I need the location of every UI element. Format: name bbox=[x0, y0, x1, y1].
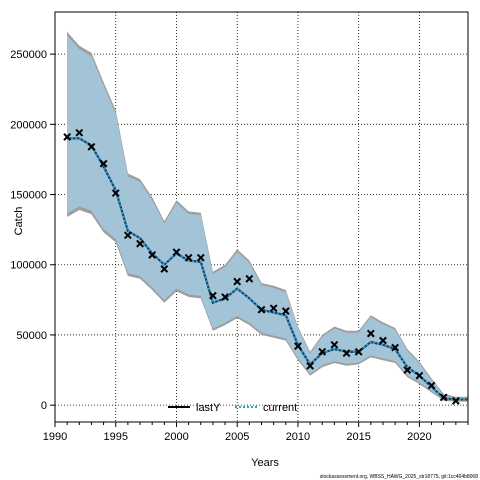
marker-stroke bbox=[330, 340, 339, 349]
marker-stroke bbox=[415, 371, 424, 380]
marker-stroke bbox=[123, 231, 132, 240]
observed-markers bbox=[63, 128, 460, 405]
x-tick-label: 2010 bbox=[286, 431, 310, 443]
marker-stroke bbox=[221, 293, 229, 301]
observed-marker bbox=[233, 277, 242, 286]
footnote: stockassessment.org, WBSS_HAWG_2025_str1… bbox=[320, 474, 478, 480]
observed-marker bbox=[269, 304, 278, 313]
marker-stroke bbox=[257, 305, 266, 314]
x-tick-label: 2005 bbox=[225, 431, 249, 443]
observed-marker bbox=[427, 381, 436, 390]
observed-marker bbox=[245, 274, 254, 283]
marker-stroke bbox=[294, 342, 302, 351]
observed-marker bbox=[379, 336, 387, 345]
observed-marker bbox=[136, 239, 144, 248]
y-tick-label: 0 bbox=[41, 400, 47, 412]
y-axis-title: Catch bbox=[13, 207, 25, 236]
marker-stroke bbox=[184, 253, 193, 262]
observed-marker bbox=[75, 128, 84, 137]
marker-stroke bbox=[209, 291, 217, 300]
observed-marker bbox=[439, 393, 448, 402]
observed-marker bbox=[99, 159, 108, 168]
y-tick-label: 100000 bbox=[10, 260, 47, 272]
marker-stroke bbox=[391, 343, 400, 352]
marker-stroke bbox=[233, 277, 242, 286]
observed-marker bbox=[257, 305, 266, 314]
x-axis: 1990 1995 2000 2005 2010 2015 2020 bbox=[43, 422, 469, 443]
marker-stroke bbox=[75, 128, 84, 137]
series-line-current-dots bbox=[67, 137, 468, 401]
series-lines bbox=[67, 137, 468, 401]
marker-stroke bbox=[439, 393, 448, 402]
marker-stroke bbox=[136, 239, 144, 248]
marker-stroke bbox=[245, 274, 254, 283]
observed-marker bbox=[196, 253, 205, 262]
observed-marker bbox=[63, 133, 72, 141]
x-axis-title: Years bbox=[251, 457, 279, 469]
marker-stroke bbox=[111, 189, 120, 198]
x-tick-label: 1995 bbox=[103, 431, 127, 443]
observed-marker bbox=[306, 361, 314, 370]
marker-stroke bbox=[196, 253, 205, 262]
observed-marker bbox=[87, 142, 96, 151]
y-tick-label: 250000 bbox=[10, 49, 47, 61]
marker-stroke bbox=[342, 349, 351, 358]
y-tick-label: 50000 bbox=[16, 330, 47, 342]
observed-marker bbox=[209, 291, 217, 300]
marker-stroke bbox=[354, 347, 363, 356]
y-tick-label: 200000 bbox=[10, 119, 47, 131]
observed-marker bbox=[294, 342, 302, 351]
marker-stroke bbox=[269, 304, 278, 313]
marker-stroke bbox=[379, 336, 387, 345]
x-tick-label: 2015 bbox=[346, 431, 370, 443]
observed-marker bbox=[160, 265, 169, 273]
observed-marker bbox=[221, 293, 229, 301]
marker-stroke bbox=[87, 142, 96, 151]
y-tick-label: 150000 bbox=[10, 190, 47, 202]
observed-marker bbox=[391, 343, 400, 352]
observed-marker bbox=[366, 329, 375, 338]
marker-stroke bbox=[427, 381, 436, 390]
band-inner bbox=[67, 35, 468, 401]
observed-marker bbox=[172, 248, 181, 257]
observed-marker bbox=[354, 347, 363, 356]
marker-stroke bbox=[148, 251, 157, 259]
legend-lastY-label: lastY bbox=[196, 402, 221, 414]
y-axis: 0 50000 100000 150000 200000 250000 bbox=[10, 49, 55, 412]
marker-stroke bbox=[306, 361, 314, 370]
x-tick-label: 1990 bbox=[43, 431, 67, 443]
marker-stroke bbox=[160, 265, 169, 273]
x-tick-label: 2020 bbox=[407, 431, 431, 443]
marker-stroke bbox=[63, 133, 72, 141]
observed-marker bbox=[184, 253, 193, 262]
observed-marker bbox=[415, 371, 424, 380]
observed-marker bbox=[403, 366, 412, 374]
legend: lastY current bbox=[168, 402, 297, 414]
observed-marker bbox=[123, 231, 132, 240]
observed-marker bbox=[148, 251, 157, 259]
marker-stroke bbox=[451, 397, 460, 405]
x-tick-label: 2000 bbox=[164, 431, 188, 443]
marker-stroke bbox=[318, 347, 327, 356]
marker-stroke bbox=[172, 248, 181, 257]
confidence-band bbox=[67, 31, 468, 402]
observed-marker bbox=[330, 340, 339, 349]
observed-marker bbox=[318, 347, 327, 356]
marker-stroke bbox=[281, 307, 290, 315]
marker-stroke bbox=[99, 159, 108, 168]
observed-marker bbox=[451, 397, 460, 405]
observed-marker bbox=[111, 189, 120, 198]
observed-marker bbox=[342, 349, 351, 358]
observed-marker bbox=[281, 307, 290, 315]
marker-stroke bbox=[403, 366, 412, 374]
marker-stroke bbox=[366, 329, 375, 338]
legend-current-label: current bbox=[263, 402, 297, 414]
